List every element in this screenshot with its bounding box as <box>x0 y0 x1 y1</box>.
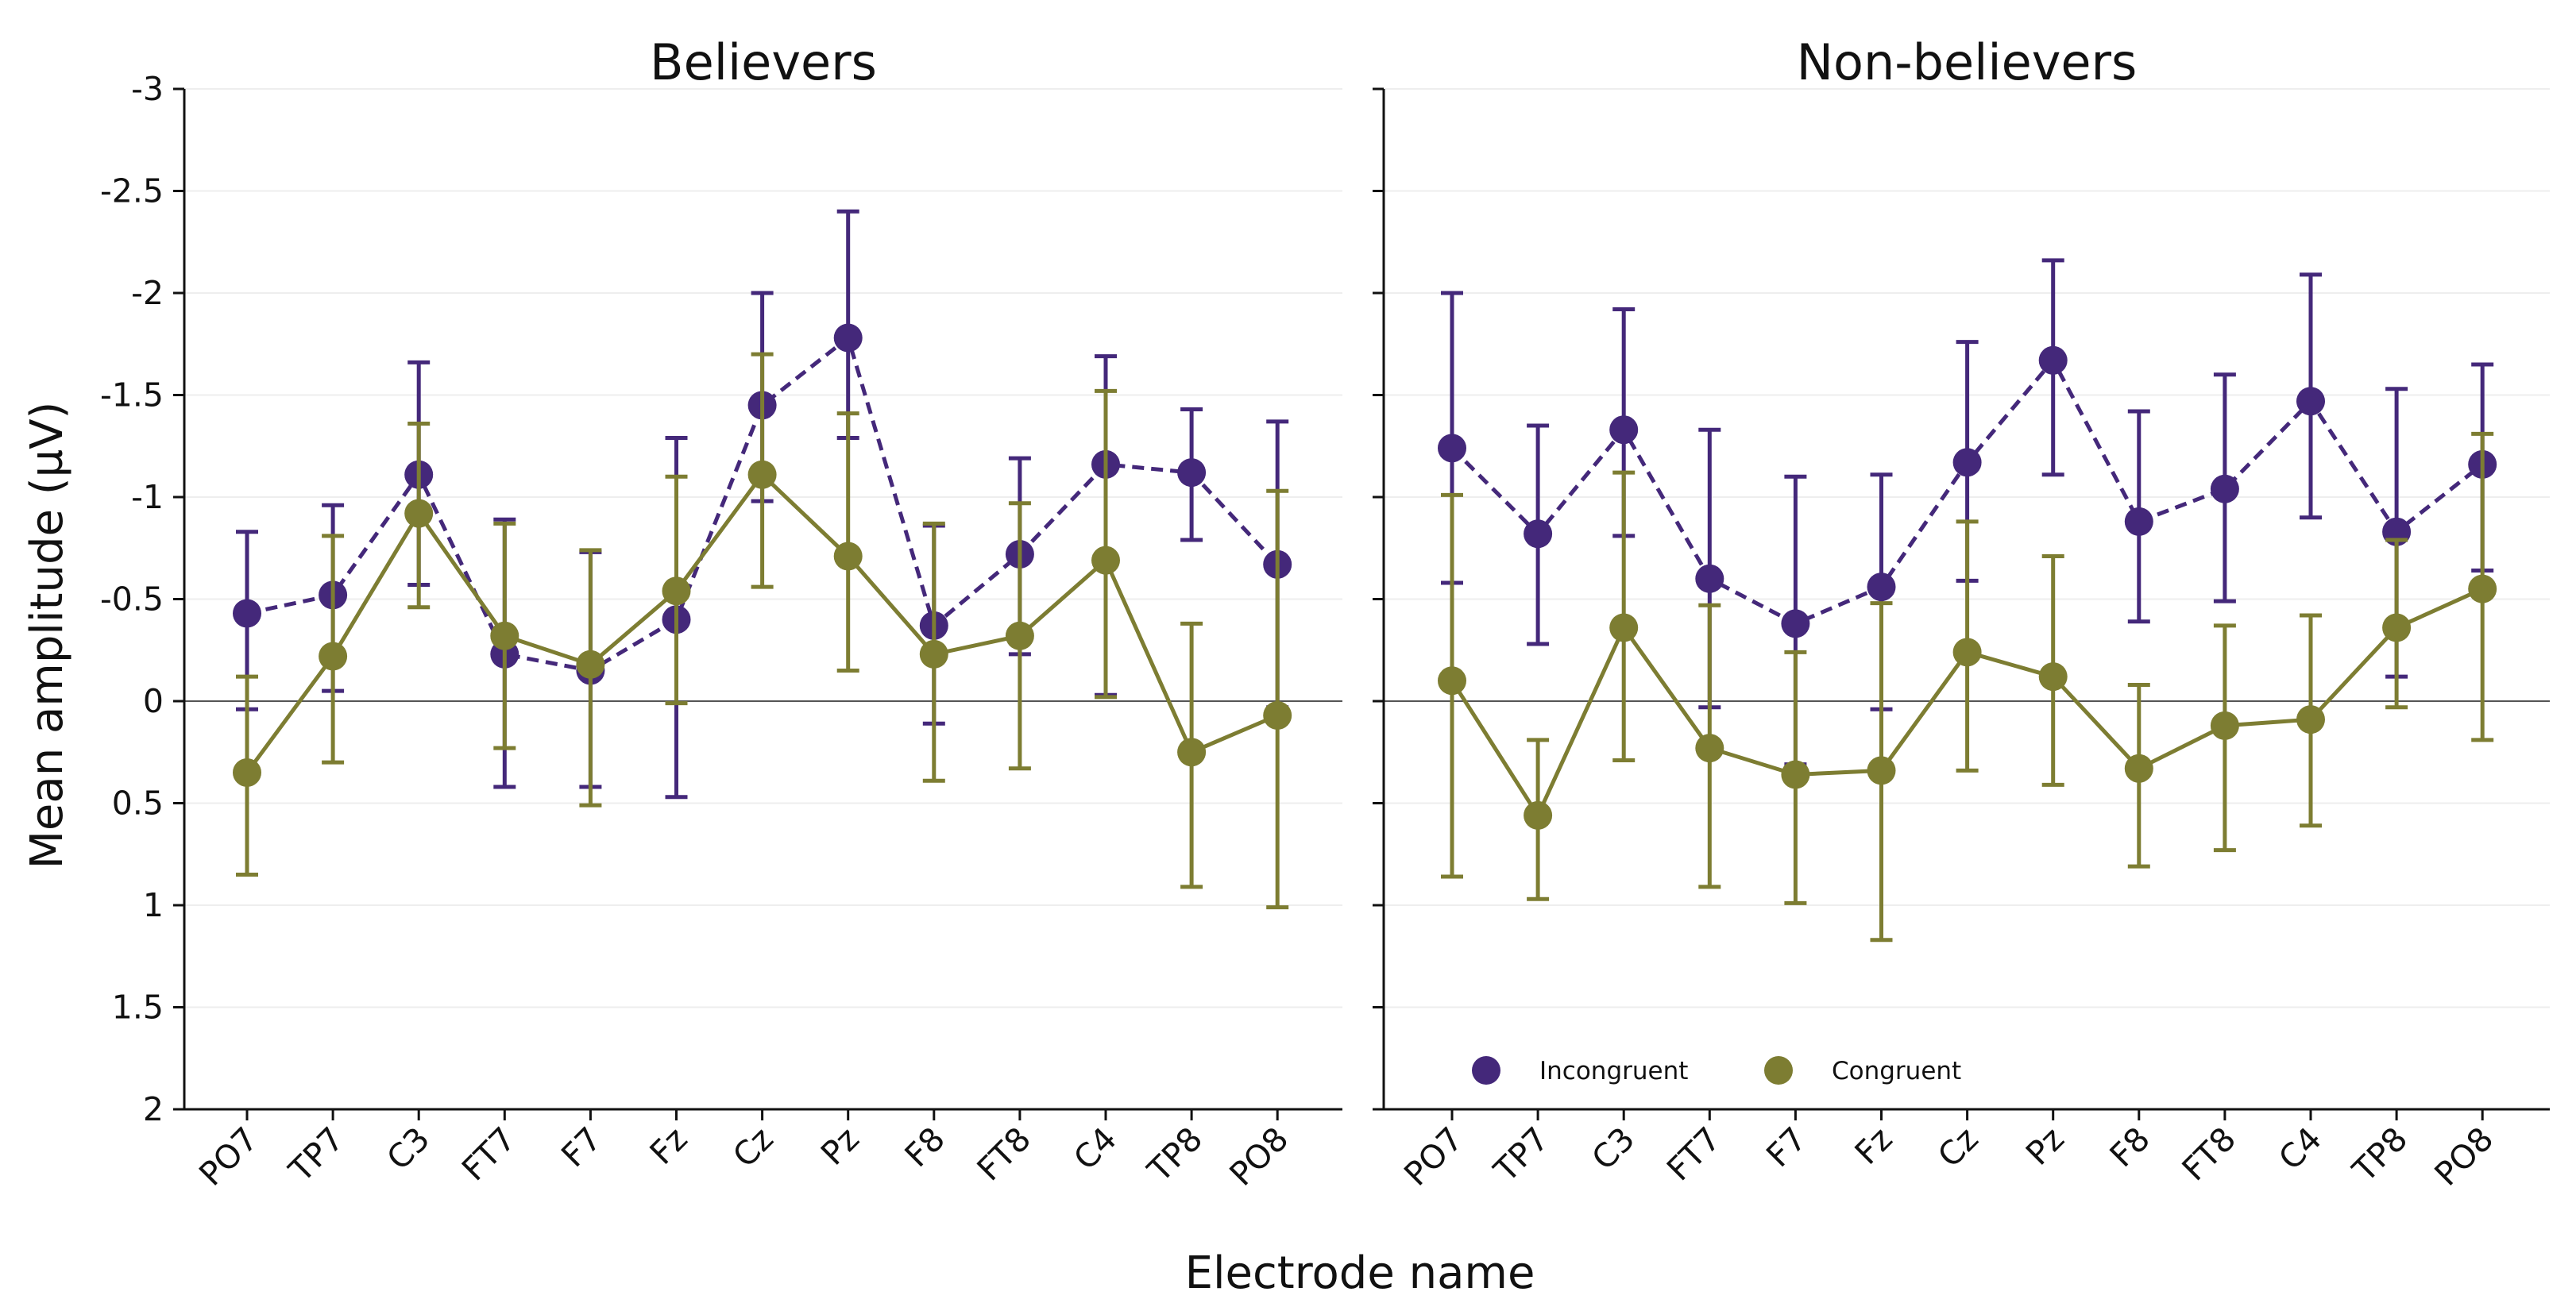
congruent-point <box>833 542 863 571</box>
panel-believers: -3 -2.5 -2 -1.5 -1 -0.5 0 0.5 1 1.5 2 PO7 TP7 C3 FT7 F7… <box>100 33 1342 1193</box>
incongruent-point <box>1695 564 1724 593</box>
y-tick-label: 0.5 <box>112 785 164 823</box>
congruent-point <box>2210 711 2239 740</box>
panel-non-believers: PO7 TP7 C3 FT7 F7 Fz Cz Pz F8 FT8 C4 TP8 PO8 Non-beli… <box>1373 33 2550 1193</box>
x-axis-label: Electrode name <box>1185 1247 1535 1299</box>
x-tick-label: F7 <box>1759 1120 1813 1174</box>
y-tick-label: 1 <box>143 886 164 924</box>
incongruent-point <box>2124 507 2153 536</box>
congruent-point <box>1609 613 1639 642</box>
y-tick-label: -0.5 <box>100 580 164 619</box>
legend-marker-incongruent <box>1472 1056 1500 1085</box>
panel-title: Believers <box>650 33 877 91</box>
incongruent-point <box>2296 387 2325 416</box>
x-tick-label: F7 <box>554 1120 608 1174</box>
x-tick-label: C3 <box>1585 1120 1643 1178</box>
legend-marker-congruent <box>1764 1056 1793 1085</box>
x-tick-label: PO8 <box>2427 1120 2501 1193</box>
congruent-point <box>662 576 691 606</box>
x-tick-label: TP7 <box>281 1120 351 1189</box>
congruent-point <box>404 499 434 528</box>
congruent-point <box>2124 754 2153 783</box>
incongruent-point <box>1609 415 1639 445</box>
x-tick-label: Fz <box>643 1120 695 1172</box>
panel-title: Non-believers <box>1797 33 2138 91</box>
congruent-point <box>490 621 519 650</box>
congruent-point <box>2038 662 2068 692</box>
incongruent-point <box>2038 345 2068 375</box>
y-tick-label: -2.5 <box>100 172 164 210</box>
congruent-point <box>747 460 777 489</box>
x-tick-label: Cz <box>1930 1120 1985 1174</box>
congruent-point <box>2296 705 2325 734</box>
x-tick-label: FT7 <box>454 1120 523 1188</box>
congruent-point <box>1952 638 1982 667</box>
congruent-point <box>1438 666 1466 696</box>
incongruent-point <box>1438 434 1466 463</box>
x-tick-label: C3 <box>380 1120 438 1178</box>
congruent-point <box>1263 700 1292 730</box>
legend: Incongruent Congruent <box>1472 1056 1961 1085</box>
x-tick-label: PO7 <box>191 1120 265 1193</box>
x-tick-label: TP8 <box>1140 1120 1210 1189</box>
x-tick-label: F8 <box>2103 1120 2157 1174</box>
y-tick-label: 1.5 <box>112 989 164 1027</box>
x-tick-label: FT8 <box>970 1120 1038 1188</box>
incongruent-point <box>1781 609 1810 638</box>
congruent-point <box>1005 621 1034 650</box>
x-tick-label: PO8 <box>1222 1120 1296 1193</box>
legend-label-congruent: Congruent <box>1832 1057 1961 1085</box>
x-tick-label: C4 <box>2271 1120 2329 1178</box>
congruent-point <box>2382 613 2412 642</box>
congruent-point <box>319 642 348 671</box>
incongruent-point <box>233 599 261 628</box>
x-tick-label: TP7 <box>1486 1120 1556 1189</box>
y-axis-label: Mean amplitude (µV) <box>21 402 73 869</box>
congruent-point <box>1091 546 1120 575</box>
x-tick-label: F8 <box>898 1120 952 1174</box>
x-tick-label: Cz <box>725 1120 780 1174</box>
x-tick-label: TP8 <box>2345 1120 2415 1189</box>
congruent-point <box>1781 760 1810 789</box>
congruent-point <box>233 758 261 787</box>
congruent-point <box>2468 574 2497 603</box>
incongruent-point <box>1952 448 1982 477</box>
x-tick-label: FT8 <box>2175 1120 2243 1188</box>
y-tick-label: -1.5 <box>100 376 164 414</box>
congruent-point <box>1695 734 1724 763</box>
x-tick-label: FT7 <box>1659 1120 1728 1188</box>
incongruent-point <box>1177 458 1207 488</box>
x-tick-label: Pz <box>2018 1120 2072 1173</box>
y-tick-label: 2 <box>143 1090 164 1128</box>
y-tick-label: -2 <box>131 274 164 312</box>
incongruent-point <box>2210 474 2239 503</box>
incongruent-point <box>1867 573 1896 602</box>
x-tick-label: PO7 <box>1396 1120 1470 1193</box>
congruent-point <box>576 650 605 679</box>
x-tick-label: C4 <box>1066 1120 1124 1178</box>
congruent-point <box>1177 738 1207 767</box>
legend-label-incongruent: Incongruent <box>1539 1057 1688 1085</box>
incongruent-point <box>1524 519 1553 549</box>
x-tick-label: Fz <box>1848 1120 1900 1172</box>
y-tick-label: -3 <box>131 70 164 108</box>
congruent-point <box>1524 800 1553 830</box>
incongruent-point <box>833 323 863 353</box>
congruent-point <box>1867 756 1896 785</box>
x-tick-label: Pz <box>813 1120 867 1173</box>
y-tick-label: -1 <box>131 478 164 516</box>
congruent-point <box>919 639 948 669</box>
y-tick-label: 0 <box>143 682 164 720</box>
